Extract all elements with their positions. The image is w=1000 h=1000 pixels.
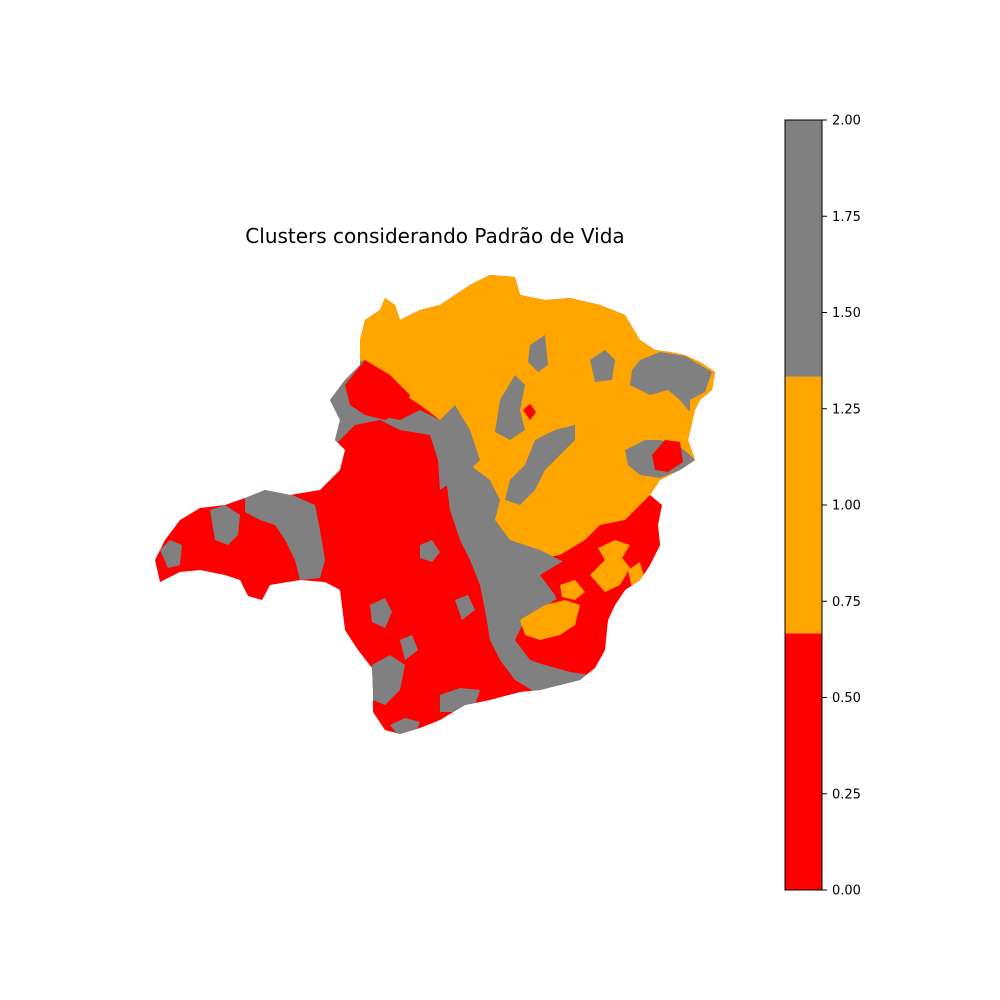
region-grey-west-2	[210, 505, 240, 545]
region-orange-se-1	[520, 600, 580, 640]
region-grey-mid-3	[400, 635, 418, 660]
colorbar-bands	[785, 120, 822, 890]
colorbar-tick-label: 1.75	[832, 210, 861, 225]
colorbar-band-2	[785, 120, 822, 377]
colorbar-tick-label: 0.00	[832, 884, 861, 899]
map-title: Clusters considerando Padrão de Vida	[245, 224, 624, 248]
colorbar-tick-label: 1.25	[832, 402, 861, 417]
colorbar: 0.00 0.25 0.50 0.75 1.00 1.25 1.50 1.75 2.00	[784, 114, 861, 899]
region-grey-mid-2	[420, 540, 440, 562]
region-grey-north-4	[590, 350, 615, 382]
colorbar-band-1	[785, 376, 822, 634]
state-map	[155, 275, 715, 734]
colorbar-tick-label: 0.25	[832, 787, 861, 802]
region-grey-north-3	[505, 425, 575, 505]
colorbar-ticks: 0.00 0.25 0.50 0.75 1.00 1.25 1.50 1.75 2.00	[822, 114, 861, 899]
region-grey-mid-4	[455, 595, 475, 620]
region-grey-mid-1	[370, 598, 392, 628]
region-red-north-dot	[523, 404, 536, 420]
region-grey-south-1	[372, 655, 405, 705]
region-grey-north-2	[528, 335, 548, 372]
colorbar-band-0	[785, 633, 822, 890]
region-grey-north-1	[495, 375, 525, 440]
region-red-se	[540, 520, 662, 668]
region-red-nw	[345, 360, 410, 420]
region-grey-west-1	[245, 490, 325, 580]
region-orange-se-3	[598, 540, 630, 560]
colorbar-tick-label: 2.00	[832, 114, 861, 129]
colorbar-tick-label: 0.50	[832, 691, 861, 706]
region-grey-ne	[630, 352, 712, 412]
region-red-east-pocket	[652, 440, 683, 472]
region-grey-central	[445, 465, 600, 695]
region-orange-north	[355, 275, 715, 560]
colorbar-tick-label: 1.00	[832, 499, 861, 514]
region-orange-se-2	[590, 555, 630, 592]
colorbar-tick-label: 0.75	[832, 595, 861, 610]
region-grey-west-3	[160, 540, 182, 568]
region-orange-se-4	[560, 580, 585, 600]
colorbar-tick-label: 1.50	[832, 306, 861, 321]
